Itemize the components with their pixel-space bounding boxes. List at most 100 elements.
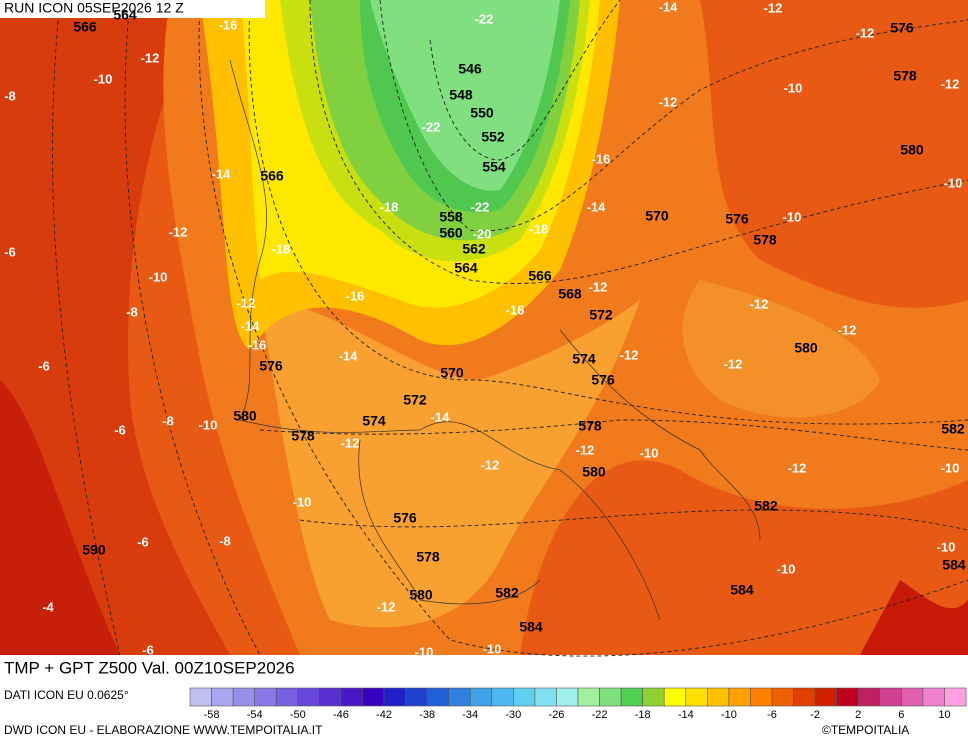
colorbar-swatch (190, 688, 212, 706)
colorbar: -58-54-50-46-42-38-34-30-26-22-18-14-10-… (190, 688, 966, 721)
colorbar-swatch (556, 688, 578, 706)
colorbar-tick-label: -2 (810, 709, 820, 721)
geopotential-label: 582 (941, 421, 965, 437)
colorbar-tick-label: -42 (376, 709, 392, 721)
colorbar-swatch (923, 688, 945, 706)
temperature-label: -20 (473, 226, 492, 241)
colorbar-tick-label: -58 (204, 709, 220, 721)
geopotential-label: 574 (572, 351, 596, 367)
temperature-label: -10 (784, 80, 803, 95)
colorbar-tick-label: -30 (505, 709, 521, 721)
temperature-label: -12 (750, 296, 769, 311)
geopotential-label: 548 (449, 87, 473, 103)
geopotential-label: 554 (482, 159, 506, 175)
colorbar-swatch (707, 688, 729, 706)
temperature-label: -12 (620, 347, 639, 362)
temperature-label: -10 (941, 460, 960, 475)
temperature-label: -10 (640, 445, 659, 460)
colorbar-swatch (470, 688, 492, 706)
colorbar-swatch (750, 688, 772, 706)
temperature-label: -14 (241, 318, 261, 333)
colorbar-swatch (643, 688, 665, 706)
temperature-label: -16 (506, 302, 525, 317)
colorbar-tick-label: -46 (333, 709, 349, 721)
colorbar-swatch (729, 688, 751, 706)
temperature-label: -10 (293, 494, 312, 509)
colorbar-swatch (772, 688, 794, 706)
temperature-label: -8 (219, 533, 231, 548)
geopotential-label: 578 (416, 549, 440, 565)
geopotential-label: 580 (900, 142, 924, 158)
temperature-label: -22 (471, 199, 490, 214)
colorbar-swatch (212, 688, 234, 706)
temperature-label: -6 (38, 358, 50, 373)
colorbar-swatch (406, 688, 428, 706)
credits: DWD ICON EU - ELABORAZIONE WWW.TEMPOITAL… (4, 723, 323, 737)
colorbar-tick-label: -22 (592, 709, 608, 721)
colorbar-tick-label: -18 (635, 709, 651, 721)
geopotential-label: 578 (893, 68, 917, 84)
geopotential-label: 578 (753, 232, 777, 248)
colorbar-swatch (341, 688, 363, 706)
geopotential-label: 576 (393, 510, 417, 526)
geopotential-label: 580 (794, 340, 818, 356)
colorbar-swatch (319, 688, 341, 706)
temperature-label: -12 (576, 442, 595, 457)
colorbar-swatch (492, 688, 514, 706)
temperature-label: -10 (199, 417, 218, 432)
temperature-label: -14 (212, 166, 232, 181)
colorbar-swatch (815, 688, 837, 706)
geopotential-label: 566 (73, 19, 97, 35)
colorbar-swatch (837, 688, 859, 706)
temperature-label: -12 (589, 279, 608, 294)
map-title: TMP + GPT Z500 Val. 00Z10SEP2026 (4, 658, 295, 677)
geopotential-label: 572 (403, 392, 427, 408)
colorbar-swatch (233, 688, 255, 706)
colorbar-swatch (535, 688, 557, 706)
geopotential-label: 562 (462, 241, 486, 257)
temperature-label: -8 (162, 413, 174, 428)
geopotential-label: 552 (481, 129, 505, 145)
colorbar-swatch (664, 688, 686, 706)
colorbar-tick-label: -10 (721, 709, 737, 721)
geopotential-label: 576 (259, 358, 283, 374)
colorbar-tick-label: 2 (855, 709, 861, 721)
geopotential-label: 578 (291, 428, 315, 444)
colorbar-tick-label: -26 (548, 709, 564, 721)
temperature-label: -6 (142, 642, 154, 657)
map-background (0, 0, 968, 655)
temperature-label: -10 (415, 644, 434, 659)
temperature-label: -16 (219, 17, 238, 32)
temperature-label: -14 (587, 199, 607, 214)
colorbar-swatch (794, 688, 816, 706)
temperature-label: -18 (272, 241, 291, 256)
geopotential-label: 550 (470, 105, 494, 121)
colorbar-swatch (384, 688, 406, 706)
data-source: DATI ICON EU 0.0625° (4, 688, 129, 702)
geopotential-label: 584 (519, 619, 543, 635)
colorbar-swatch (600, 688, 622, 706)
temperature-label: -12 (237, 295, 256, 310)
temperature-label: -6 (137, 534, 149, 549)
run-label: RUN ICON 05SEP2026 12 Z (4, 0, 184, 16)
geopotential-label: 570 (440, 365, 464, 381)
temperature-label: -16 (592, 151, 611, 166)
temperature-label: -12 (481, 457, 500, 472)
geopotential-label: 580 (233, 408, 257, 424)
colorbar-swatch (427, 688, 449, 706)
colorbar-tick-label: 10 (938, 709, 950, 721)
colorbar-tick-label: -50 (290, 709, 306, 721)
geopotential-label: 558 (439, 209, 463, 225)
colorbar-swatch (255, 688, 277, 706)
temperature-label: -18 (530, 221, 549, 236)
colorbar-swatch (621, 688, 643, 706)
colorbar-swatch (858, 688, 880, 706)
colorbar-swatch (944, 688, 966, 706)
colorbar-tick-label: -38 (419, 709, 435, 721)
geopotential-label: 564 (113, 7, 137, 23)
colorbar-swatch (298, 688, 320, 706)
temperature-label: -12 (838, 322, 857, 337)
temperature-label: -10 (777, 561, 796, 576)
colorbar-swatch (449, 688, 471, 706)
